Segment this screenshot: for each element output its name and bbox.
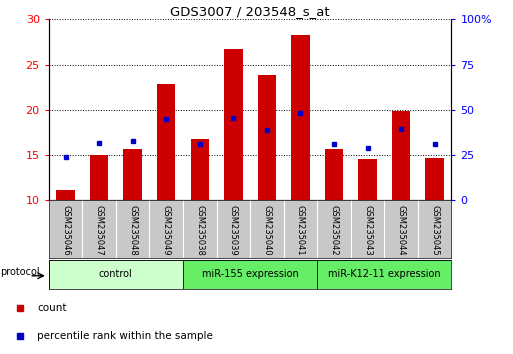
Text: GSM235045: GSM235045	[430, 205, 439, 255]
Bar	[425, 159, 444, 200]
Bar	[317, 260, 451, 289]
Bar	[392, 111, 410, 200]
Text: GSM235049: GSM235049	[162, 205, 171, 255]
Bar	[358, 159, 377, 200]
Bar	[258, 75, 276, 200]
Text: GSM235038: GSM235038	[195, 205, 204, 256]
Text: GSM235046: GSM235046	[61, 205, 70, 256]
Text: GSM235047: GSM235047	[94, 205, 104, 256]
Text: GSM235039: GSM235039	[229, 205, 238, 256]
Text: GSM235041: GSM235041	[296, 205, 305, 255]
Bar	[224, 49, 243, 200]
Text: count: count	[37, 303, 67, 313]
Bar	[124, 149, 142, 200]
Text: GSM235048: GSM235048	[128, 205, 137, 256]
Bar	[183, 260, 317, 289]
Bar	[190, 139, 209, 200]
Text: control: control	[99, 269, 133, 279]
Bar	[90, 155, 108, 200]
Bar	[157, 84, 175, 200]
Bar	[291, 35, 310, 200]
Text: GSM235044: GSM235044	[397, 205, 406, 255]
Text: percentile rank within the sample: percentile rank within the sample	[37, 331, 213, 341]
Text: miR-K12-11 expression: miR-K12-11 expression	[328, 269, 441, 279]
Text: GSM235040: GSM235040	[262, 205, 271, 255]
Text: GSM235043: GSM235043	[363, 205, 372, 256]
Text: miR-155 expression: miR-155 expression	[202, 269, 299, 279]
Bar	[56, 190, 75, 200]
Title: GDS3007 / 203548_s_at: GDS3007 / 203548_s_at	[170, 5, 330, 18]
Bar	[49, 260, 183, 289]
Text: protocol: protocol	[0, 267, 40, 276]
Bar	[325, 149, 343, 200]
Text: GSM235042: GSM235042	[329, 205, 339, 255]
